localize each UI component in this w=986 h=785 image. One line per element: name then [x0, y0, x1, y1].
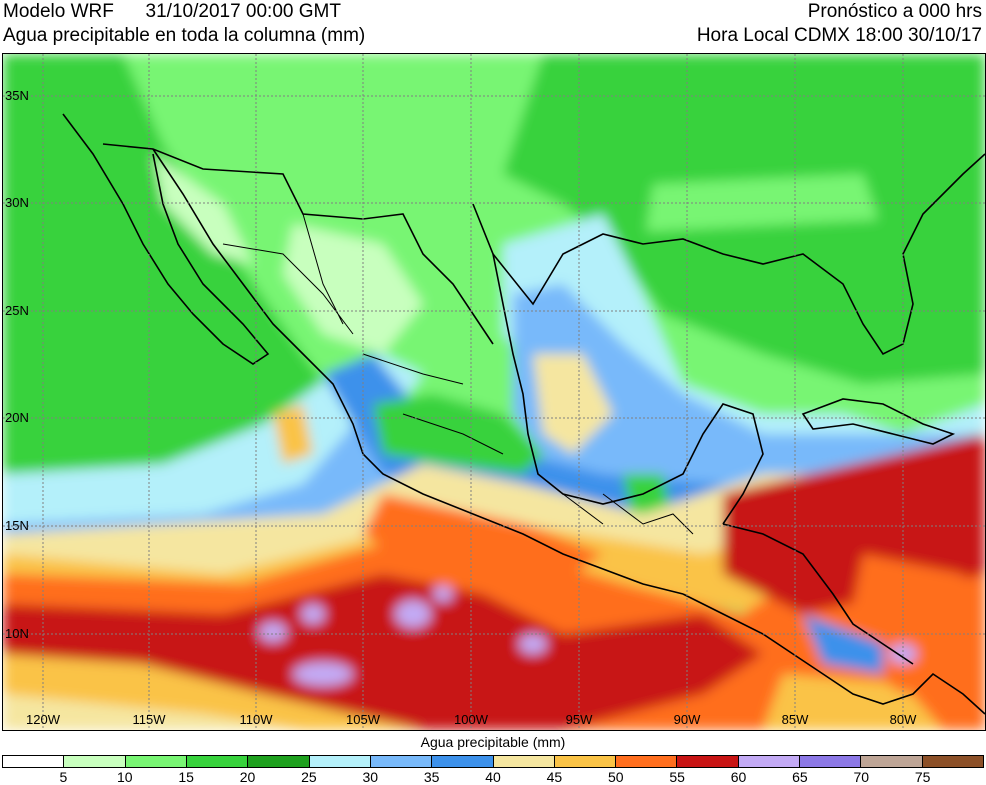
lat-label: 10N: [5, 626, 29, 641]
precipitable-water-map[interactable]: 35N 30N 25N 20N 15N 10N 120W 115W 110W 1…: [2, 53, 986, 731]
lat-label: 30N: [5, 195, 29, 210]
colorbar-swatch: [493, 756, 555, 767]
lat-label: 35N: [5, 88, 29, 103]
valid-time: 31/10/2017 00:00 GMT: [145, 1, 341, 22]
model-name: Modelo WRF: [3, 1, 114, 22]
lon-label: 85W: [782, 712, 809, 727]
colorbar: [2, 755, 984, 768]
colorbar-swatch: [64, 756, 126, 767]
colorbar-tick-label: 25: [301, 769, 317, 785]
colorbar-tick-label: 65: [792, 769, 808, 785]
lon-label: 95W: [566, 712, 593, 727]
colorbar-tick-label: 50: [607, 769, 624, 785]
colorbar-title: Agua precipitable (mm): [420, 734, 566, 750]
colorbar-tick-label: 40: [485, 769, 501, 785]
lon-label: 120W: [26, 712, 61, 727]
precip-field: [3, 54, 985, 730]
lon-label: 100W: [454, 712, 489, 727]
colorbar-swatch: [554, 756, 617, 767]
colorbar-swatch: [186, 756, 249, 767]
lon-label: 90W: [674, 712, 701, 727]
latitude-labels: 35N 30N 25N 20N 15N 10N: [5, 88, 29, 641]
colorbar-swatch: [800, 756, 862, 767]
colorbar-tick-label: 70: [853, 769, 870, 785]
colorbar-swatch: [922, 756, 983, 767]
longitude-labels: 120W 115W 110W 105W 100W 95W 90W 85W 80W: [26, 712, 917, 727]
colorbar-swatch: [738, 756, 801, 767]
colorbar-tick-label: 35: [423, 769, 440, 785]
lat-label: 20N: [5, 410, 29, 425]
colorbar-tick-label: 5: [59, 769, 68, 785]
lat-label: 25N: [5, 303, 29, 318]
lat-label: 15N: [5, 518, 29, 533]
lon-label: 80W: [890, 712, 917, 727]
colorbar-tick-label: 45: [546, 769, 563, 785]
colorbar-tick-label: 75: [914, 769, 931, 785]
colorbar-ticks: 5 10 15 20 25 30 35 40 45 50 55 60 65 70 75: [2, 769, 984, 785]
colorbar-swatch: [432, 756, 494, 767]
forecast-hour: Pronóstico a 000 hrs: [807, 1, 982, 22]
lon-label: 105W: [346, 712, 381, 727]
colorbar-swatch: [125, 756, 187, 767]
colorbar-swatch: [370, 756, 433, 767]
colorbar-tick-label: 55: [669, 769, 685, 785]
colorbar-tick-label: 60: [730, 769, 747, 785]
colorbar-swatch: [616, 756, 678, 767]
colorbar-tick-label: 10: [116, 769, 133, 785]
colorbar-swatch: [309, 756, 371, 767]
lon-label: 115W: [133, 712, 167, 727]
colorbar-tick-label: 15: [178, 769, 194, 785]
lon-label: 110W: [240, 712, 274, 727]
colorbar-tick-label: 30: [362, 769, 379, 785]
variable-title: Agua precipitable en toda la columna (mm…: [3, 25, 366, 46]
colorbar-swatch: [677, 756, 739, 767]
colorbar-tick-label: 20: [239, 769, 256, 785]
colorbar-swatch: [861, 756, 923, 767]
model-title: Modelo WRF 31/10/2017 00:00 GMT: [3, 1, 341, 23]
graticule: [3, 54, 985, 730]
colorbar-swatch: [248, 756, 310, 767]
local-time: Hora Local CDMX 18:00 30/10/17: [696, 25, 982, 46]
colorbar-swatch: [3, 756, 65, 767]
